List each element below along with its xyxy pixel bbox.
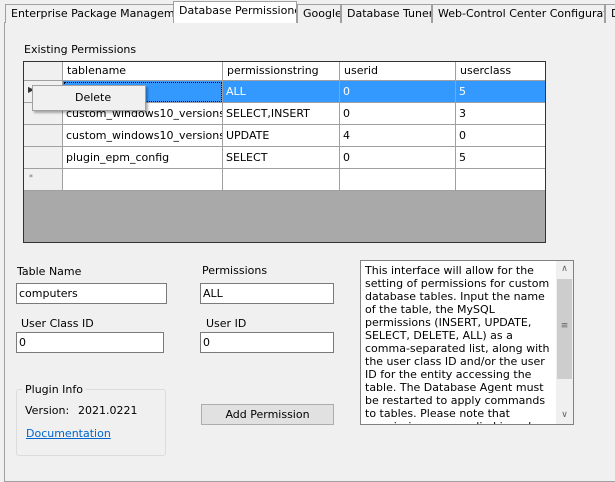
description-text: This interface will allow for the settin… (365, 264, 550, 424)
tab-enterprise-package-management[interactable]: Enterprise Package Management (5, 4, 174, 23)
column-header-tablename[interactable]: tablename (63, 62, 223, 81)
context-menu-delete[interactable]: Delete (75, 91, 112, 104)
grid-cell[interactable] (63, 169, 223, 191)
version-label: Version: (25, 404, 70, 417)
grid-cell[interactable]: plugin_epm_config (63, 147, 223, 169)
grid-cell[interactable]: custom_windows10_versions (63, 125, 223, 147)
user-class-id-input[interactable] (16, 332, 164, 353)
column-header-permissionstring[interactable]: permissionstring (223, 62, 340, 81)
grid-cell[interactable]: SELECT,INSERT (223, 103, 340, 125)
table-row[interactable]: plugin_epm_config SELECT 0 5 (24, 147, 545, 169)
existing-permissions-label: Existing Permissions (24, 43, 137, 56)
grid-cell[interactable] (223, 169, 340, 191)
plugin-info-title: Plugin Info (22, 383, 86, 396)
grid-cell[interactable]: 0 (340, 103, 456, 125)
context-menu: Delete (32, 85, 146, 111)
grid-cell[interactable]: 0 (456, 125, 545, 147)
new-row[interactable]: * (24, 169, 545, 191)
grid-cell[interactable]: 0 (340, 81, 456, 103)
tab-web-control-center-configuration[interactable]: Web-Control Center Configuration (432, 4, 605, 23)
corner-header (24, 62, 63, 81)
row-header[interactable] (24, 125, 63, 147)
grid-cell[interactable]: 4 (340, 125, 456, 147)
tab-database-tuner[interactable]: Database Tuner (341, 4, 432, 23)
grid-cell[interactable]: SELECT (223, 147, 340, 169)
grid-cell[interactable]: 0 (340, 147, 456, 169)
grid-header: tablename permissionstring userid usercl… (24, 62, 545, 84)
permissions-label: Permissions (202, 264, 268, 277)
grid-cell[interactable] (456, 169, 545, 191)
description-scrollbar[interactable]: ∧ ≡ ∨ (556, 261, 573, 424)
scroll-thumb[interactable]: ≡ (557, 279, 572, 379)
scroll-up-icon[interactable]: ∧ (561, 264, 568, 274)
plugin-info-group (16, 389, 166, 456)
table-row[interactable]: custom_windows10_versions UPDATE 4 0 (24, 125, 545, 147)
description-textbox[interactable]: This interface will allow for the settin… (360, 260, 574, 425)
grid-cell[interactable]: 5 (456, 81, 545, 103)
user-id-label: User ID (206, 317, 247, 330)
table-name-label: Table Name (17, 265, 82, 278)
tab-overflow[interactable]: D (605, 4, 615, 23)
column-header-userid[interactable]: userid (340, 62, 456, 81)
column-header-userclass[interactable]: userclass (456, 62, 545, 81)
table-name-input[interactable] (16, 283, 167, 304)
scroll-down-icon[interactable]: ∨ (561, 410, 568, 420)
permissions-grid[interactable]: tablename permissionstring userid usercl… (23, 61, 546, 243)
tab-google[interactable]: Google (297, 4, 341, 23)
grid-cell[interactable]: ALL (223, 81, 340, 103)
add-permission-button[interactable]: Add Permission (201, 404, 334, 425)
version-value: 2021.0221 (78, 404, 138, 417)
new-row-marker: * (24, 169, 63, 191)
grid-cell[interactable]: UPDATE (223, 125, 340, 147)
grid-cell[interactable] (340, 169, 456, 191)
user-id-input[interactable] (200, 332, 334, 353)
grid-cell[interactable]: 3 (456, 103, 545, 125)
row-header[interactable] (24, 147, 63, 169)
tab-database-permissioner[interactable]: Database Permissioner (173, 1, 297, 23)
grid-cell[interactable]: 5 (456, 147, 545, 169)
permissions-input[interactable] (200, 283, 334, 304)
user-class-id-label: User Class ID (21, 317, 94, 330)
documentation-link[interactable]: Documentation (26, 427, 111, 440)
